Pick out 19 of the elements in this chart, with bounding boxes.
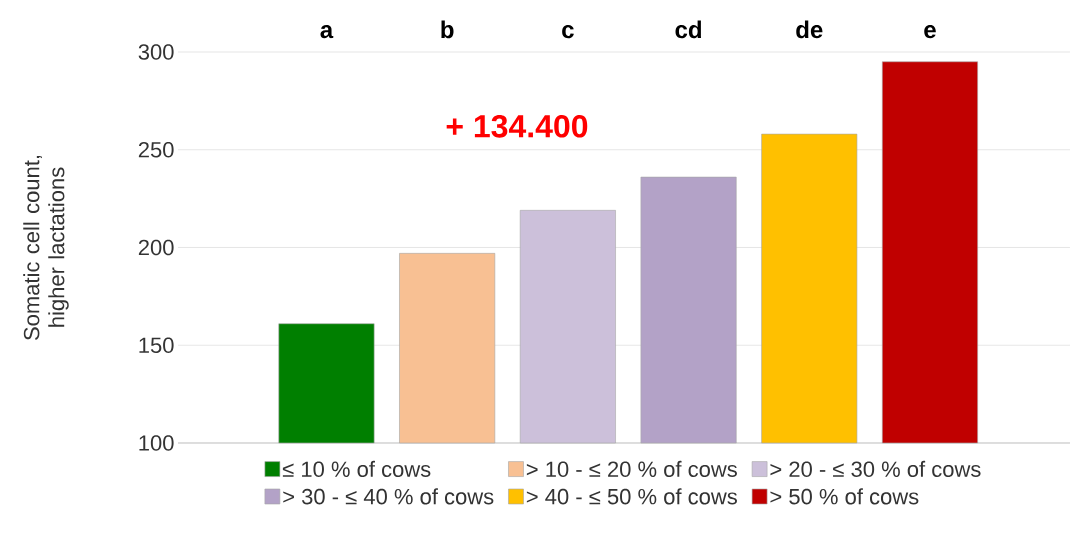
legend-label: > 10 - ≤ 20 % of cows bbox=[526, 460, 737, 478]
y-tick-label: 150 bbox=[139, 337, 174, 354]
text: cd bbox=[675, 20, 701, 39]
y-tick-label: 300 bbox=[138, 44, 174, 60]
text: a bbox=[320, 25, 334, 39]
legend-label: > 30 - ≤ 40 % of cows bbox=[283, 488, 494, 505]
legend-label: > 40 - ≤ 50 % of cows bbox=[526, 488, 737, 505]
text: c bbox=[562, 25, 574, 39]
y-axis-title: Somatic cell count, higher lactations bbox=[23, 155, 69, 341]
text: de bbox=[796, 20, 823, 39]
y-tick-label: 250 bbox=[138, 141, 174, 158]
legend-label: > 50 % of cows bbox=[770, 488, 919, 505]
annotation: + 134.400 bbox=[446, 114, 588, 138]
text: b bbox=[441, 20, 454, 39]
legend-label: > 20 - ≤ 30 % of cows bbox=[770, 460, 981, 478]
legend-label: ≤ 10 % of cows bbox=[282, 460, 431, 478]
y-tick-label: 200 bbox=[138, 239, 174, 256]
y-tick-label: 100 bbox=[139, 435, 174, 451]
text: e bbox=[924, 25, 936, 39]
